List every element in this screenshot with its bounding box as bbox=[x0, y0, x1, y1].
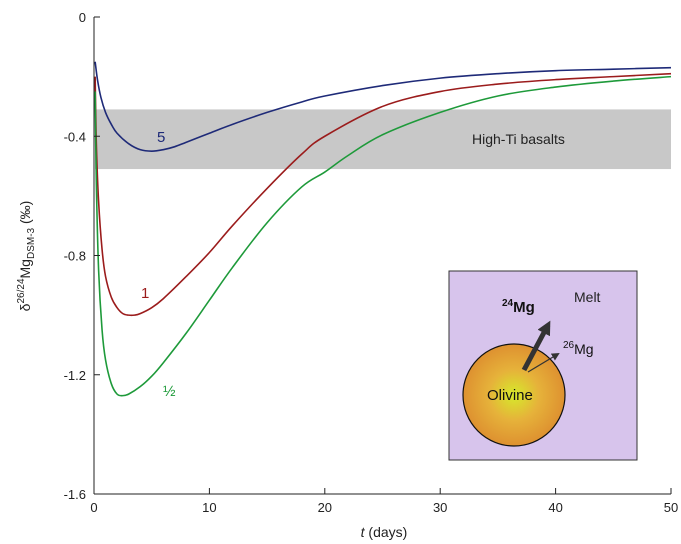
series-line-1 bbox=[94, 72, 672, 317]
y-axis-title: δ26/24MgDSM-3 (‰) bbox=[16, 201, 37, 312]
y-tick-label: -1.6 bbox=[64, 487, 86, 502]
mg24-arrow bbox=[521, 320, 551, 372]
x-tick-label: 30 bbox=[433, 500, 447, 515]
olivine-label: Olivine bbox=[487, 387, 533, 404]
inset-diagram: Melt Olivine 24Mg 26Mg bbox=[448, 270, 638, 461]
x-tick-label: 50 bbox=[664, 500, 678, 515]
series-line-2 bbox=[94, 75, 672, 397]
band-label: High-Ti basalts bbox=[472, 131, 565, 147]
mg24-label: 24Mg bbox=[502, 298, 535, 316]
x-axis-title: t (days) bbox=[361, 524, 408, 540]
high-ti-band bbox=[95, 109, 671, 170]
series-line-0 bbox=[94, 61, 672, 152]
series-group bbox=[94, 61, 672, 397]
mg26-label: 26Mg bbox=[563, 340, 594, 357]
mg26-arrow bbox=[527, 352, 560, 373]
series-label-half: ½ bbox=[163, 383, 176, 400]
x-tick-label: 20 bbox=[318, 500, 332, 515]
ticks-group: 0 10 20 30 40 50 0 -0.4 -0.8 -1.2 -1.6 bbox=[64, 10, 679, 515]
y-tick-label: -1.2 bbox=[64, 368, 86, 383]
x-tick-label: 0 bbox=[90, 500, 97, 515]
olivine-grain bbox=[462, 343, 566, 447]
y-tick-label: -0.8 bbox=[64, 249, 86, 264]
series-label-5: 5 bbox=[157, 129, 165, 146]
melt-label: Melt bbox=[574, 289, 601, 305]
y-tick-label: 0 bbox=[79, 10, 86, 25]
series-label-1: 1 bbox=[141, 285, 149, 302]
x-tick-label: 40 bbox=[548, 500, 562, 515]
x-tick-label: 10 bbox=[202, 500, 216, 515]
y-tick-label: -0.4 bbox=[64, 129, 86, 144]
